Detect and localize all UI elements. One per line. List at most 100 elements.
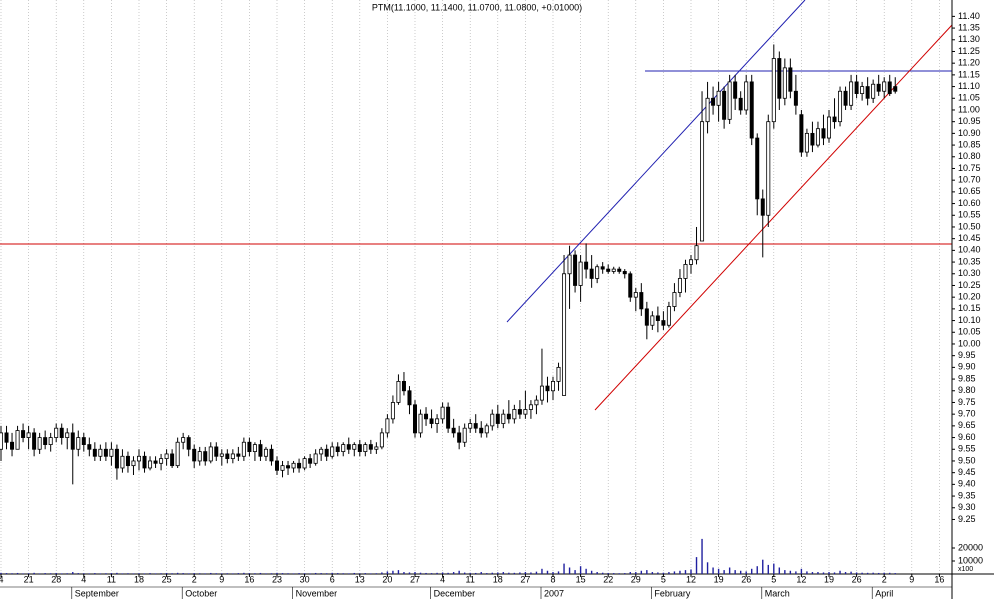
candle-body: [269, 448, 274, 462]
y-tick-label: 9.75: [958, 397, 976, 407]
volume-bar: [861, 572, 863, 574]
volume-bar: [635, 572, 637, 574]
volume-bar: [49, 573, 52, 574]
candle-body: [484, 425, 489, 434]
y-tick-label: 9.50: [958, 455, 976, 465]
y-tick-label: 11.20: [958, 58, 980, 68]
candle-body: [368, 444, 373, 450]
x-tick-label: 2: [882, 574, 887, 584]
x-tick-label: 29: [631, 574, 641, 584]
candle-body: [236, 453, 241, 457]
month-label: October: [185, 588, 217, 598]
candle-body: [495, 413, 500, 424]
candle-body: [32, 432, 37, 450]
y-tick-label: 10.75: [958, 163, 981, 173]
volume-bar: [673, 571, 676, 574]
volume-bar: [287, 573, 289, 574]
candle-body: [175, 441, 180, 467]
x-tick-label: 25: [162, 574, 172, 584]
y-tick-label: 10.35: [958, 256, 981, 266]
volume-bar: [839, 570, 841, 574]
candle-body: [363, 444, 368, 453]
candle-body: [192, 448, 197, 462]
volume-bar: [844, 572, 847, 574]
candle-body: [10, 441, 15, 450]
y-tick-label: 10.85: [958, 139, 981, 149]
candle-body: [815, 128, 820, 146]
volume-bar: [386, 571, 389, 574]
candle-body: [849, 81, 854, 106]
volume-bar: [342, 573, 344, 574]
x-tick-label: 5: [771, 574, 776, 584]
candle-body: [76, 437, 81, 450]
month-label: 2007: [544, 588, 564, 598]
y-tick-label: 10.55: [958, 210, 981, 220]
candle-body: [882, 81, 887, 92]
candle-body: [346, 444, 351, 450]
volume-bar: [276, 572, 278, 574]
candle-body: [379, 432, 384, 448]
volume-bar: [425, 572, 427, 574]
volume-unit: x100: [958, 566, 973, 573]
candle-body: [633, 292, 638, 298]
candle-body: [871, 83, 876, 99]
volume-bar: [0, 572, 2, 574]
y-tick-label: 10.60: [958, 198, 981, 208]
volume-bar: [309, 573, 311, 574]
volume-bar: [756, 566, 758, 574]
y-tick-label: 11.00: [958, 104, 980, 114]
y-tick-label: 9.70: [958, 409, 976, 419]
volume-bar: [607, 572, 609, 574]
candle-body: [87, 444, 92, 450]
volume-bar: [165, 572, 168, 574]
candle-body: [181, 437, 186, 443]
candle-body: [628, 273, 633, 298]
candle-body: [606, 268, 611, 272]
x-tick-label: 15: [576, 574, 586, 584]
volume-bar: [204, 573, 206, 574]
volume-bar: [723, 570, 725, 574]
candle-body: [219, 453, 224, 457]
candle-body: [479, 427, 484, 434]
volume-bar: [646, 570, 648, 574]
volume-bar: [690, 569, 692, 574]
candle-body: [153, 460, 158, 464]
candle-body: [385, 418, 390, 434]
volume-bar: [519, 572, 521, 574]
volume-bar: [872, 572, 874, 574]
candle-body: [319, 448, 324, 455]
volume-bar: [530, 572, 532, 574]
y-tick-label: 10.00: [958, 338, 981, 348]
volume-bar: [83, 573, 85, 574]
y-tick-label: 11.15: [958, 69, 980, 79]
volume-bar: [585, 568, 587, 574]
candle-body: [197, 451, 202, 462]
candle-body: [556, 366, 561, 382]
volume-bar: [822, 572, 825, 574]
y-tick-label: 9.95: [958, 350, 976, 360]
candle-body: [451, 427, 456, 434]
volume-bar: [77, 573, 79, 574]
volume-bar: [850, 571, 852, 574]
candle-body: [462, 427, 467, 443]
x-tick-label: 5: [661, 574, 666, 584]
candle-body: [843, 90, 848, 106]
x-tick-label: 11: [107, 574, 116, 584]
candle-body: [241, 441, 246, 457]
x-tick-label: 28: [51, 574, 61, 584]
candle-body: [302, 458, 307, 469]
x-tick-label: 8: [550, 574, 555, 584]
volume-bar: [894, 573, 896, 574]
volume-bar: [480, 572, 482, 574]
candle-body: [711, 97, 716, 106]
volume-bar: [767, 564, 769, 574]
candle-body: [324, 448, 329, 457]
volume-bar: [375, 573, 378, 574]
volume-bar: [469, 572, 471, 574]
candle-body: [490, 413, 495, 427]
volume-bar: [640, 570, 643, 574]
candle-body: [203, 451, 208, 462]
candle-body: [705, 97, 710, 123]
candle-body: [860, 86, 865, 94]
volume-bar: [441, 572, 444, 574]
